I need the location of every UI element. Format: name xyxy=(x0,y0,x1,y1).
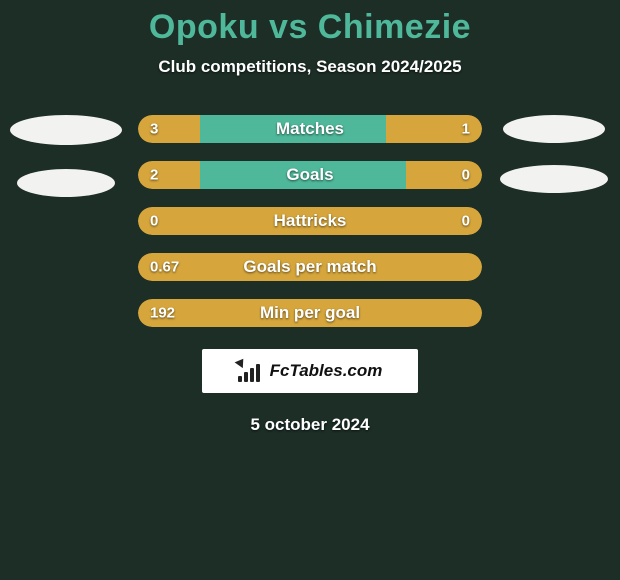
stat-seg-left xyxy=(138,161,200,189)
stat-left-value: 2 xyxy=(150,167,158,184)
stat-left-value: 0.67 xyxy=(150,259,179,276)
stats-area: 3 Matches 1 2 Goals 0 0 Hattricks 0 0. xyxy=(0,115,620,327)
page-title: Opoku vs Chimezie xyxy=(0,8,620,47)
stat-seg-right xyxy=(406,161,482,189)
stat-label: Hattricks xyxy=(274,211,347,231)
stat-bar-min-per-goal: 192 Min per goal xyxy=(138,299,482,327)
stat-left-value: 0 xyxy=(150,213,158,230)
stat-seg-left xyxy=(138,115,200,143)
chart-icon xyxy=(238,360,264,382)
stat-bar-matches: 3 Matches 1 xyxy=(138,115,482,143)
left-player-ellipse-1 xyxy=(10,115,122,145)
stat-label: Matches xyxy=(276,119,344,139)
stat-right-value: 1 xyxy=(462,121,470,138)
stat-label: Min per goal xyxy=(260,303,360,323)
left-player-ellipse-2 xyxy=(17,169,115,197)
right-player-ellipse-2 xyxy=(500,165,608,193)
stat-bar-goals: 2 Goals 0 xyxy=(138,161,482,189)
stat-left-value: 3 xyxy=(150,121,158,138)
date-text: 5 october 2024 xyxy=(0,415,620,435)
stat-bar-hattricks: 0 Hattricks 0 xyxy=(138,207,482,235)
left-player-col xyxy=(12,115,120,197)
stat-right-value: 0 xyxy=(462,213,470,230)
subtitle: Club competitions, Season 2024/2025 xyxy=(0,57,620,77)
source-badge-text: FcTables.com xyxy=(270,361,383,381)
stat-label: Goals per match xyxy=(243,257,376,277)
main-container: Opoku vs Chimezie Club competitions, Sea… xyxy=(0,0,620,435)
stats-bars: 3 Matches 1 2 Goals 0 0 Hattricks 0 0. xyxy=(138,115,482,327)
stat-bar-goals-per-match: 0.67 Goals per match xyxy=(138,253,482,281)
right-player-ellipse-1 xyxy=(503,115,605,143)
right-player-col xyxy=(500,115,608,193)
source-badge[interactable]: FcTables.com xyxy=(202,349,418,393)
stat-label: Goals xyxy=(286,165,333,185)
stat-right-value: 0 xyxy=(462,167,470,184)
stat-left-value: 192 xyxy=(150,305,175,322)
